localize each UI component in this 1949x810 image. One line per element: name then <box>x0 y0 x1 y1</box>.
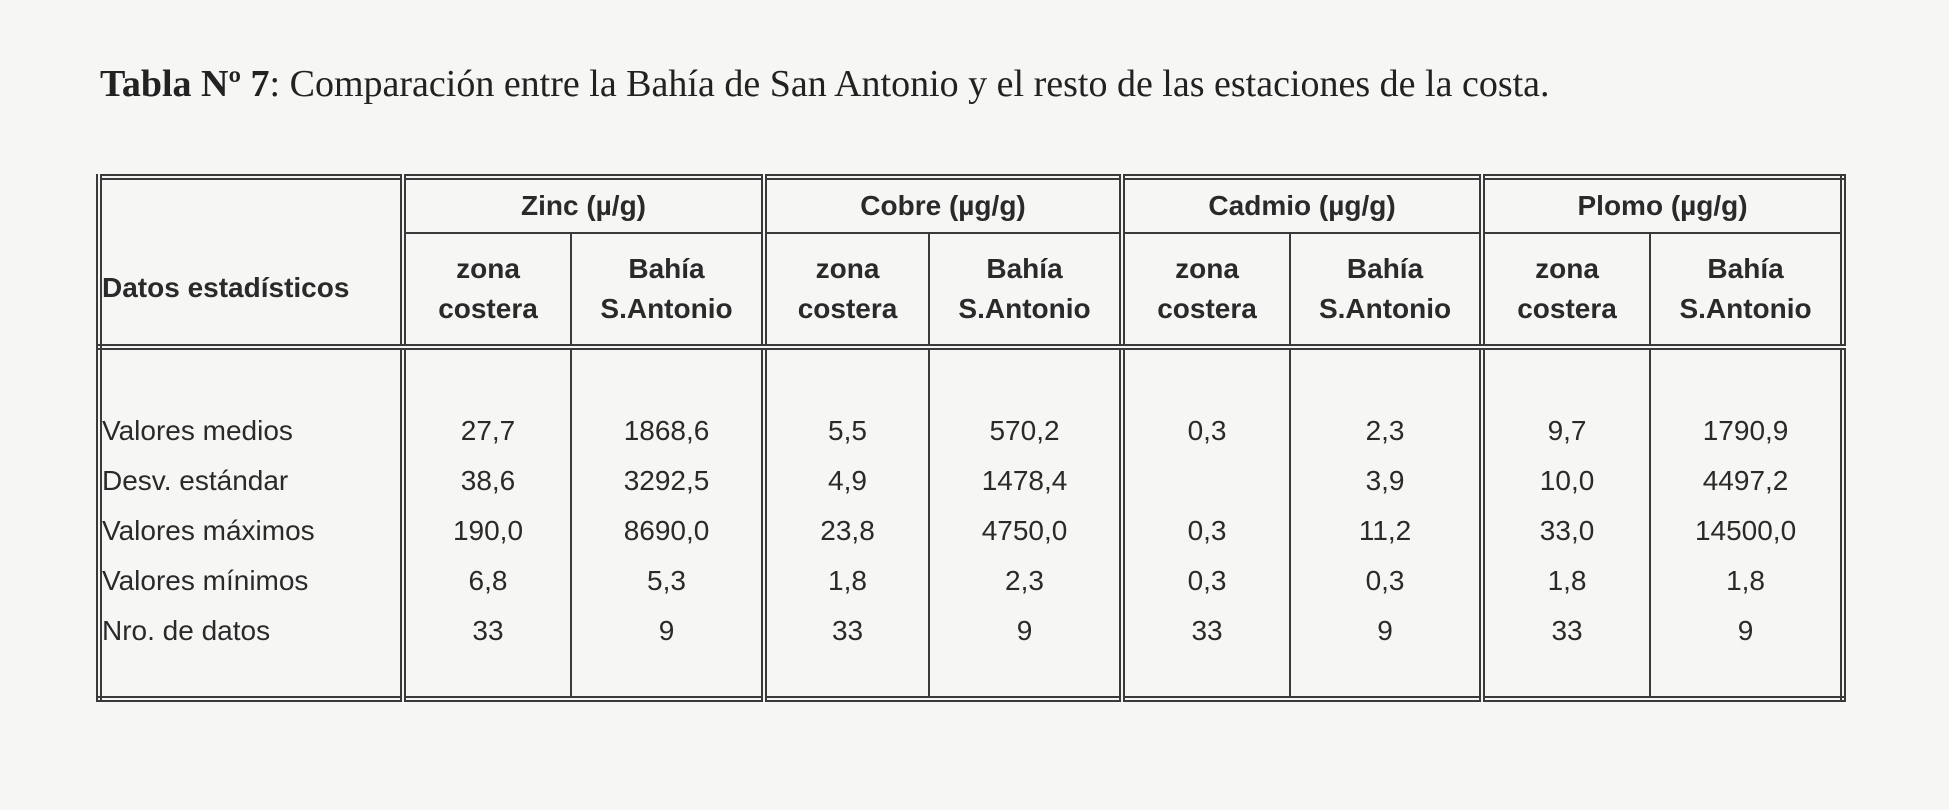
table-cell: 5,5 <box>761 347 930 456</box>
row-label: Nro. de datos <box>98 606 403 699</box>
sub-header-line: costera <box>1157 293 1257 324</box>
table-cell: 33 <box>1119 606 1291 699</box>
sub-header: Bahía S.Antonio <box>928 233 1123 350</box>
sub-header-line: zona <box>815 253 880 284</box>
table-cell: 570,2 <box>928 347 1123 456</box>
table-row: Valores medios 27,7 1868,6 5,5 570,2 0,3 2,3 9,… <box>98 347 1844 456</box>
table-cell: 1,8 <box>761 556 930 606</box>
sub-header-line: Bahía <box>628 253 705 284</box>
table-cell: 9 <box>1289 606 1483 699</box>
table-cell: 23,8 <box>761 506 930 556</box>
table-cell: 4497,2 <box>1649 456 1844 506</box>
table-cell: 8690,0 <box>569 506 765 556</box>
table-cell <box>1119 456 1291 506</box>
sub-header-line: Bahía <box>986 253 1063 284</box>
table-cell: 0,3 <box>1119 556 1291 606</box>
table-cell: 9 <box>569 606 765 699</box>
table-cell: 6,8 <box>400 556 571 606</box>
table-cell: 4,9 <box>761 456 930 506</box>
sub-header-line: S.Antonio <box>600 293 733 324</box>
sub-header: Bahía S.Antonio <box>1289 233 1483 350</box>
sub-header-line: Bahía <box>1346 253 1424 284</box>
sub-header-line: costera <box>797 293 898 324</box>
sub-header-line: S.Antonio <box>1679 293 1812 324</box>
caption-label: Tabla Nº 7 <box>100 63 270 105</box>
row-label: Valores medios <box>98 347 403 456</box>
row-label: Valores máximos <box>98 506 403 556</box>
table-row: Nro. de datos 33 9 33 9 33 9 33 9 <box>98 606 1844 699</box>
table-row: Valores mínimos 6,8 5,3 1,8 2,3 0,3 0,3 1,8 1,8 <box>98 556 1844 606</box>
table-cell: 27,7 <box>400 347 571 456</box>
sub-header: zona costera <box>1119 233 1291 350</box>
table-cell: 9,7 <box>1479 347 1651 456</box>
table-cell: 0,3 <box>1119 347 1291 456</box>
table-cell: 33 <box>1479 606 1651 699</box>
table-cell: 2,3 <box>928 556 1123 606</box>
table-cell: 5,3 <box>569 556 765 606</box>
sub-header: zona costera <box>1479 233 1651 350</box>
table-row: Desv. estándar 38,6 3292,5 4,9 1478,4 3,9 10,0… <box>98 456 1844 506</box>
table-cell: 4750,0 <box>928 506 1123 556</box>
sub-header-line: zona <box>1175 253 1239 284</box>
sub-header: zona costera <box>761 233 930 350</box>
sub-header-line: zona <box>1535 253 1599 284</box>
table-row: Valores máximos 190,0 8690,0 23,8 4750,0 0,3 1… <box>98 506 1844 556</box>
data-table: Datos estadísticos Zinc (µ/g) Cobre (µg/g)… <box>96 174 1847 702</box>
table-cell: 33,0 <box>1479 506 1651 556</box>
table-cell: 190,0 <box>400 506 571 556</box>
table-cell: 11,2 <box>1289 506 1483 556</box>
table-cell: 1868,6 <box>569 347 765 456</box>
sub-header-line: S.Antonio <box>958 293 1091 324</box>
sub-header-line: costera <box>438 293 538 324</box>
table-cell: 1790,9 <box>1649 347 1844 456</box>
table-cell: 0,3 <box>1119 506 1291 556</box>
caption-text: : Comparación entre la Bahía de San Anto… <box>269 63 1550 105</box>
sub-header-line: costera <box>1517 293 1617 324</box>
table-cell: 9 <box>1649 606 1844 699</box>
table-cell: 0,3 <box>1289 556 1483 606</box>
sub-header: Bahía S.Antonio <box>569 233 765 350</box>
group-header: Plomo (µg/g) <box>1479 177 1844 234</box>
group-header: Zinc (µ/g) <box>399 177 765 234</box>
group-header: Cobre (µg/g) <box>761 177 1123 234</box>
table-cell: 10,0 <box>1479 456 1651 506</box>
table-caption: Tabla Nº 7: Comparación entre la Bahía d… <box>100 62 1550 106</box>
table-cell: 33 <box>400 606 571 699</box>
table-cell: 3292,5 <box>569 456 765 506</box>
table-cell: 1,8 <box>1479 556 1651 606</box>
group-header: Cadmio (µg/g) <box>1119 177 1483 234</box>
sub-header-line: Bahía <box>1707 253 1784 284</box>
sub-header-line: zona <box>456 253 520 284</box>
table-cell: 33 <box>761 606 930 699</box>
table-cell: 2,3 <box>1289 347 1483 456</box>
row-label: Desv. estándar <box>98 456 403 506</box>
table-cell: 38,6 <box>400 456 571 506</box>
table-cell: 1478,4 <box>928 456 1123 506</box>
table-cell: 9 <box>928 606 1123 699</box>
sub-header: Bahía S.Antonio <box>1649 233 1844 350</box>
sub-header-line: S.Antonio <box>1318 293 1452 324</box>
table-cell: 1,8 <box>1649 556 1844 606</box>
row-label: Valores mínimos <box>98 556 403 606</box>
table-cell: 3,9 <box>1289 456 1483 506</box>
sub-header: zona costera <box>400 233 571 350</box>
row-header: Datos estadísticos <box>96 177 403 350</box>
table-cell: 14500,0 <box>1649 506 1844 556</box>
